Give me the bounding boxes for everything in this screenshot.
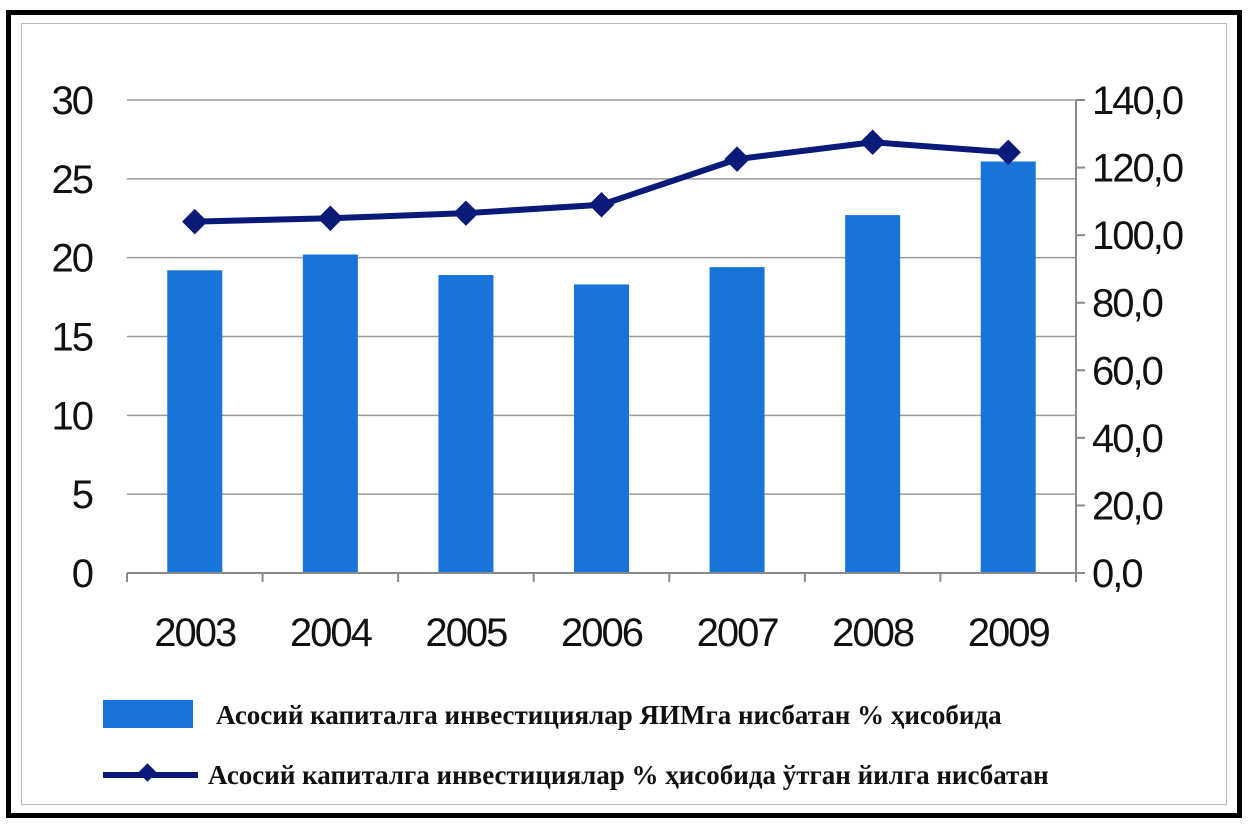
- y-left-tick-label: 20: [52, 237, 93, 281]
- y-right-tick-label: 80,0: [1092, 282, 1163, 326]
- line-point: [859, 129, 886, 155]
- bar: [845, 215, 901, 573]
- tick-marks: [126, 99, 1085, 582]
- x-tick-label: 2003: [154, 611, 236, 655]
- bar: [167, 270, 223, 573]
- chart-border: [21, 23, 1227, 805]
- y-right-tick-label: 140,0: [1092, 79, 1183, 123]
- bar: [438, 275, 494, 573]
- bar: [980, 161, 1036, 574]
- y-left-tick-label: 25: [52, 158, 93, 202]
- line-point: [724, 146, 750, 172]
- legend-line-marker: [138, 763, 157, 782]
- x-tick-label: 2009: [968, 611, 1050, 655]
- line-point: [317, 205, 344, 231]
- y-left-tick-label: 10: [52, 394, 93, 438]
- x-tick-label: 2008: [832, 611, 914, 655]
- legend: Асосий капиталга инвестициялар ЯИМга нис…: [103, 700, 1049, 790]
- line-point: [588, 192, 615, 218]
- legend-bar-label: Асосий капиталга инвестициялар ЯИМга нис…: [216, 700, 1002, 730]
- line-point: [453, 200, 479, 226]
- y-right-tick-label: 20,0: [1092, 484, 1163, 528]
- line-point: [995, 139, 1021, 166]
- y-left-tick-label: 30: [52, 79, 93, 123]
- bar-series: [167, 161, 1036, 574]
- y-right-tick-label: 120,0: [1092, 147, 1183, 191]
- y-right-tick-label: 0,0: [1092, 552, 1142, 596]
- x-tick-label: 2004: [290, 611, 373, 655]
- x-tick-label: 2005: [425, 611, 507, 655]
- y-right-tick-label: 100,0: [1092, 214, 1183, 258]
- x-tick-label: 2007: [697, 611, 779, 655]
- y-left-tick-label: 5: [72, 473, 93, 517]
- bar: [574, 284, 629, 573]
- legend-bar-swatch: [103, 700, 193, 728]
- line-series: [182, 129, 1021, 235]
- legend-line-label: Асосий капиталга инвестициялар % ҳисобид…: [208, 760, 1049, 790]
- y-left-tick-label: 0: [72, 552, 93, 596]
- y-left-tick-label: 15: [52, 316, 93, 360]
- axes: [127, 100, 1077, 574]
- y-right-tick-label: 60,0: [1092, 349, 1163, 393]
- line-point: [182, 208, 208, 235]
- tick-labels: 0 5 10 15 20 25 30 0,0 20,0 40,0 60,0 80,0 100,0 120,…: [52, 79, 1185, 655]
- y-right-tick-label: 40,0: [1092, 417, 1163, 461]
- bar: [302, 254, 358, 573]
- x-tick-label: 2006: [561, 611, 643, 655]
- bar: [709, 267, 765, 573]
